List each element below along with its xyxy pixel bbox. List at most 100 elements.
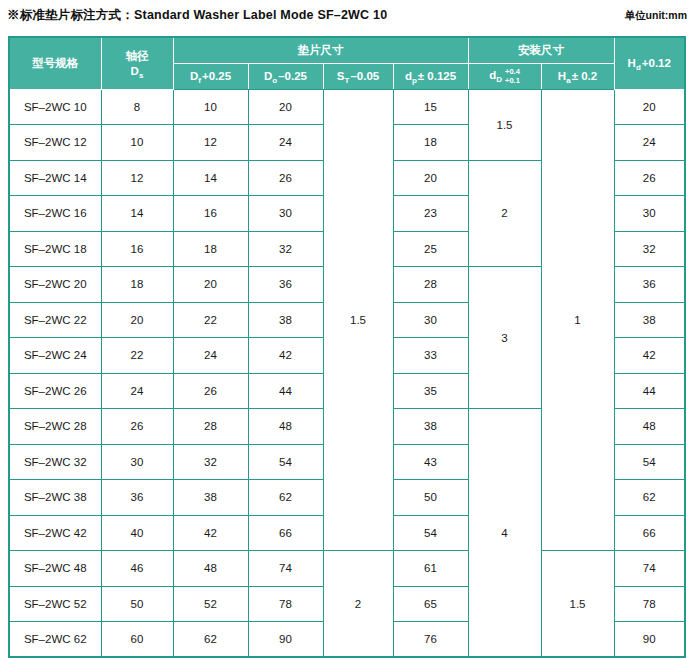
table-header: 型号规格 轴径 Ds 垫片尺寸 安装尺寸 Hd+0.12 Df+0.25 Do–… <box>9 37 685 89</box>
cell-hd: 78 <box>614 586 685 622</box>
col-header-model: 型号规格 <box>9 37 101 89</box>
cell-dd: 4 <box>468 409 541 658</box>
cell-do: 74 <box>248 551 323 587</box>
spec-table-body: SF–2WC 10810201.5151.5120SF–2WC 12101224… <box>9 89 685 657</box>
cell-dd: 1.5 <box>468 89 541 160</box>
cell-dp: 38 <box>393 409 468 445</box>
cell-shaft-diameter: 50 <box>101 586 173 622</box>
cell-model: SF–2WC 20 <box>9 267 101 303</box>
cell-model: SF–2WC 32 <box>9 444 101 480</box>
cell-shaft-diameter: 10 <box>101 125 173 161</box>
shaft-symbol: Ds <box>102 65 173 77</box>
cell-dp: 30 <box>393 302 468 338</box>
col-header-st: ST–0.05 <box>323 63 393 89</box>
spec-table: 型号规格 轴径 Ds 垫片尺寸 安装尺寸 Hd+0.12 Df+0.25 Do–… <box>8 36 686 658</box>
cell-df: 24 <box>173 338 248 374</box>
cell-do: 36 <box>248 267 323 303</box>
group-header-install-size: 安装尺寸 <box>468 37 614 63</box>
col-header-dp: dp± 0.125 <box>393 63 468 89</box>
cell-model: SF–2WC 48 <box>9 551 101 587</box>
cell-model: SF–2WC 24 <box>9 338 101 374</box>
group-header-washer-size: 垫片尺寸 <box>173 37 468 63</box>
cell-df: 18 <box>173 231 248 267</box>
cell-model: SF–2WC 42 <box>9 515 101 551</box>
cell-dd: 2 <box>468 160 541 267</box>
cell-do: 66 <box>248 515 323 551</box>
cell-model: SF–2WC 26 <box>9 373 101 409</box>
cell-model: SF–2WC 62 <box>9 622 101 658</box>
cell-do: 44 <box>248 373 323 409</box>
cell-shaft-diameter: 24 <box>101 373 173 409</box>
col-header-shaft: 轴径 Ds <box>101 37 173 89</box>
cell-st: 2 <box>323 551 393 658</box>
cell-do: 20 <box>248 89 323 125</box>
cell-dp: 61 <box>393 551 468 587</box>
cell-hd: 90 <box>614 622 685 658</box>
cell-do: 24 <box>248 125 323 161</box>
cell-shaft-diameter: 8 <box>101 89 173 125</box>
cell-ha: 1.5 <box>541 551 614 658</box>
cell-model: SF–2WC 52 <box>9 586 101 622</box>
cell-dp: 65 <box>393 586 468 622</box>
cell-hd: 24 <box>614 125 685 161</box>
cell-shaft-diameter: 40 <box>101 515 173 551</box>
cell-dd: 3 <box>468 267 541 409</box>
cell-hd: 36 <box>614 267 685 303</box>
cell-shaft-diameter: 16 <box>101 231 173 267</box>
cell-shaft-diameter: 20 <box>101 302 173 338</box>
cell-hd: 20 <box>614 89 685 125</box>
cell-dp: 15 <box>393 89 468 125</box>
cell-ha: 1 <box>541 89 614 551</box>
cell-df: 12 <box>173 125 248 161</box>
cell-model: SF–2WC 18 <box>9 231 101 267</box>
col-header-hd: Hd+0.12 <box>614 37 685 89</box>
cell-shaft-diameter: 12 <box>101 160 173 196</box>
cell-model: SF–2WC 38 <box>9 480 101 516</box>
cell-model: SF–2WC 14 <box>9 160 101 196</box>
col-header-df: Df+0.25 <box>173 63 248 89</box>
cell-shaft-diameter: 30 <box>101 444 173 480</box>
cell-model: SF–2WC 22 <box>9 302 101 338</box>
cell-hd: 54 <box>614 444 685 480</box>
cell-shaft-diameter: 18 <box>101 267 173 303</box>
cell-dp: 35 <box>393 373 468 409</box>
cell-model: SF–2WC 12 <box>9 125 101 161</box>
cell-hd: 38 <box>614 302 685 338</box>
cell-do: 62 <box>248 480 323 516</box>
cell-hd: 62 <box>614 480 685 516</box>
cell-do: 26 <box>248 160 323 196</box>
cell-shaft-diameter: 26 <box>101 409 173 445</box>
col-header-ha: Ha± 0.2 <box>541 63 614 89</box>
cell-do: 78 <box>248 586 323 622</box>
cell-model: SF–2WC 16 <box>9 196 101 232</box>
cell-shaft-diameter: 36 <box>101 480 173 516</box>
cell-hd: 30 <box>614 196 685 232</box>
cell-dp: 20 <box>393 160 468 196</box>
cell-df: 32 <box>173 444 248 480</box>
cell-df: 52 <box>173 586 248 622</box>
cell-df: 14 <box>173 160 248 196</box>
cell-dp: 33 <box>393 338 468 374</box>
cell-df: 10 <box>173 89 248 125</box>
cell-hd: 66 <box>614 515 685 551</box>
cell-hd: 26 <box>614 160 685 196</box>
cell-do: 48 <box>248 409 323 445</box>
cell-dp: 54 <box>393 515 468 551</box>
cell-do: 38 <box>248 302 323 338</box>
shaft-label: 轴径 <box>102 49 173 64</box>
table-row: SF–2WC 484648742611.574 <box>9 551 685 587</box>
cell-do: 30 <box>248 196 323 232</box>
dd-tolerance-stack: +0.4+0.1 <box>505 67 520 85</box>
cell-st: 1.5 <box>323 89 393 551</box>
cell-do: 90 <box>248 622 323 658</box>
cell-shaft-diameter: 60 <box>101 622 173 658</box>
cell-dp: 76 <box>393 622 468 658</box>
cell-df: 48 <box>173 551 248 587</box>
cell-do: 54 <box>248 444 323 480</box>
cell-hd: 48 <box>614 409 685 445</box>
cell-shaft-diameter: 46 <box>101 551 173 587</box>
cell-df: 42 <box>173 515 248 551</box>
cell-df: 22 <box>173 302 248 338</box>
cell-model: SF–2WC 28 <box>9 409 101 445</box>
cell-do: 42 <box>248 338 323 374</box>
